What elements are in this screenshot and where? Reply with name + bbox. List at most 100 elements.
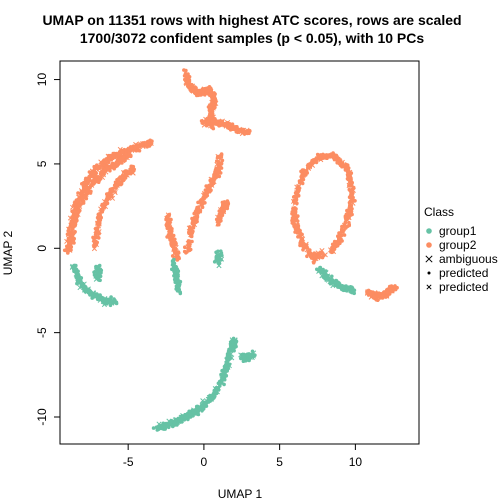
predicted-point (156, 421, 162, 427)
data-point (349, 290, 353, 294)
data-point (173, 279, 178, 283)
predicted-point (319, 273, 325, 279)
predicted-point (83, 180, 89, 186)
x-tick-label: 0 (201, 455, 208, 469)
data-point (349, 196, 354, 200)
data-point (344, 166, 348, 171)
data-point (345, 208, 349, 213)
data-point (217, 167, 221, 171)
data-point (97, 263, 102, 268)
data-point (318, 255, 322, 259)
predicted-point (388, 287, 394, 293)
predicted-point (205, 396, 211, 402)
data-point (333, 157, 337, 162)
data-point (222, 377, 227, 382)
data-point (86, 289, 91, 293)
data-point (146, 141, 151, 145)
data-point (100, 208, 104, 213)
data-point (128, 167, 133, 171)
data-point (175, 252, 179, 257)
data-point (331, 243, 336, 248)
predicted-point (100, 161, 106, 168)
data-point (112, 154, 116, 159)
data-point (349, 192, 353, 197)
data-point (220, 200, 225, 205)
data-point (344, 226, 348, 230)
data-point (67, 226, 71, 230)
legend-label: group1 (439, 224, 477, 238)
data-point (297, 186, 302, 190)
data-point (200, 404, 204, 408)
legend-entry-group1: group1 (426, 224, 477, 238)
predicted-point (90, 290, 96, 296)
data-point (102, 169, 107, 173)
data-point (314, 160, 319, 165)
data-point (294, 197, 299, 202)
data-point (145, 145, 149, 149)
data-point (219, 155, 224, 159)
data-point (299, 169, 303, 174)
data-point (190, 231, 194, 235)
data-point (234, 129, 239, 134)
data-point (212, 172, 216, 177)
data-point (219, 166, 224, 170)
data-point (301, 248, 305, 252)
data-point (230, 340, 235, 344)
x-axis-title: UMAP 1 (218, 487, 263, 501)
data-point (299, 177, 304, 182)
data-point (292, 200, 297, 205)
data-point (291, 216, 296, 220)
data-point (174, 284, 179, 289)
data-point (171, 233, 176, 238)
data-point (178, 291, 183, 296)
data-point (248, 354, 253, 358)
data-point (207, 187, 211, 192)
data-point (125, 173, 129, 177)
data-point (94, 264, 98, 269)
data-point (96, 177, 100, 182)
data-point (74, 271, 78, 275)
data-point (348, 175, 353, 179)
data-point (335, 243, 340, 248)
data-point (242, 131, 247, 136)
series-group1 (69, 249, 357, 432)
data-point (193, 212, 197, 216)
data-point (299, 174, 304, 179)
data-point (133, 144, 137, 149)
data-point (91, 171, 96, 176)
data-point (225, 358, 229, 362)
legend-entry-predicted: predicted (426, 280, 488, 294)
predicted-point (81, 281, 87, 287)
data-point (341, 288, 345, 292)
data-point (183, 415, 188, 420)
data-point (212, 98, 217, 102)
data-point (97, 278, 101, 282)
data-point (223, 205, 228, 210)
legend-marker (426, 242, 432, 248)
data-point (202, 87, 206, 92)
data-point (197, 93, 202, 97)
data-point (84, 176, 88, 181)
legend-marker (425, 255, 433, 263)
predicted-point (67, 236, 73, 242)
data-point (123, 158, 127, 163)
data-point (176, 288, 181, 292)
predicted-point (103, 158, 109, 164)
data-point (187, 248, 191, 253)
data-point (335, 160, 340, 165)
data-point (308, 165, 313, 169)
data-point (293, 230, 297, 234)
data-point (120, 174, 125, 179)
data-point (216, 249, 220, 254)
predicted-point (293, 222, 299, 228)
data-point (165, 424, 169, 429)
data-point (320, 270, 324, 274)
predicted-point (325, 273, 331, 279)
data-point (203, 120, 207, 124)
data-point (109, 192, 113, 197)
data-point (219, 152, 224, 156)
data-point (225, 369, 229, 373)
data-point (130, 164, 135, 169)
data-point (120, 150, 125, 154)
